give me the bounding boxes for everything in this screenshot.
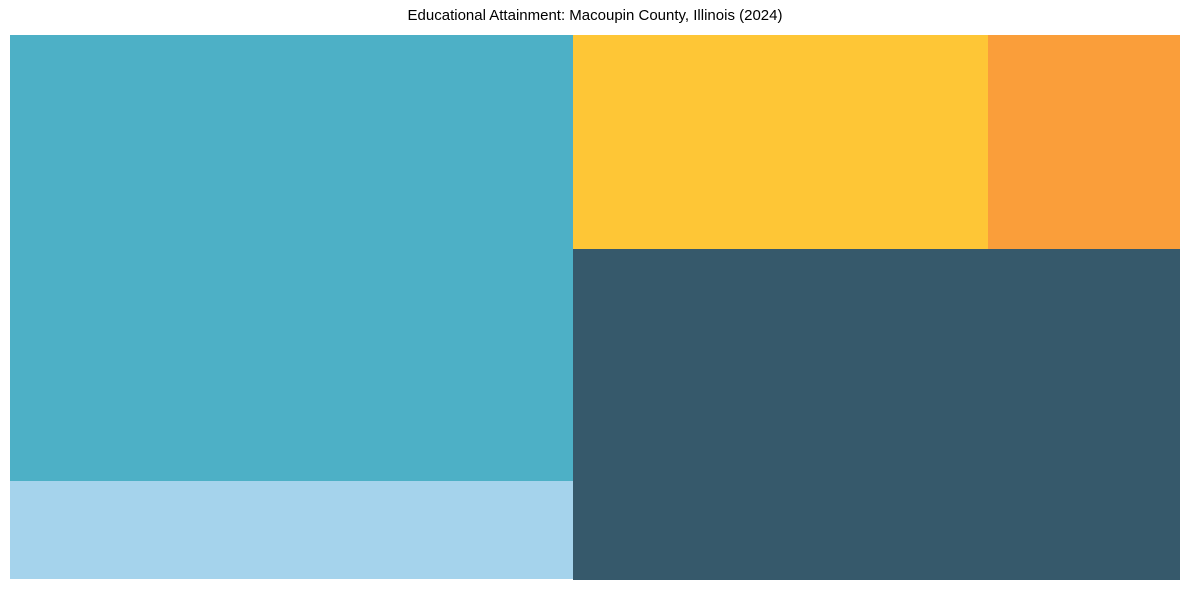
treemap-tile-dark-slate xyxy=(573,249,1180,580)
treemap-tile-light-blue xyxy=(10,481,573,579)
treemap-plot-area xyxy=(10,35,1180,580)
treemap-tile-teal xyxy=(10,35,573,481)
chart-title: Educational Attainment: Macoupin County,… xyxy=(407,7,783,24)
treemap-tile-yellow xyxy=(573,35,988,249)
treemap-tile-orange xyxy=(988,35,1180,249)
